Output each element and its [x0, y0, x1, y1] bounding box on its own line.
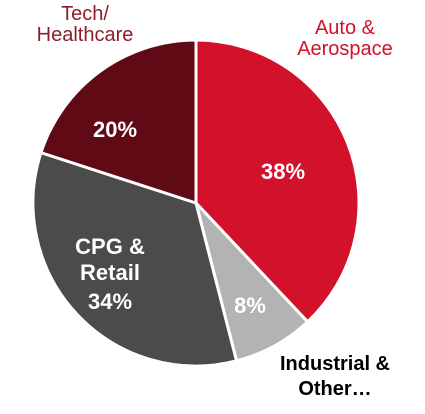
category-label: Auto & Aerospace [297, 17, 393, 60]
pie-slice [31, 151, 239, 368]
value-label: 20% [92, 117, 138, 142]
pie-slice [39, 38, 198, 205]
pie-slice [194, 38, 361, 324]
category-label: CPG & Retail [75, 234, 145, 286]
category-label: Industrial & Other… [279, 353, 390, 400]
value-label: 38% [260, 159, 306, 184]
value-label: 34% [87, 289, 133, 314]
value-label: 8% [234, 293, 266, 318]
category-label: Tech/ Healthcare [36, 3, 134, 46]
